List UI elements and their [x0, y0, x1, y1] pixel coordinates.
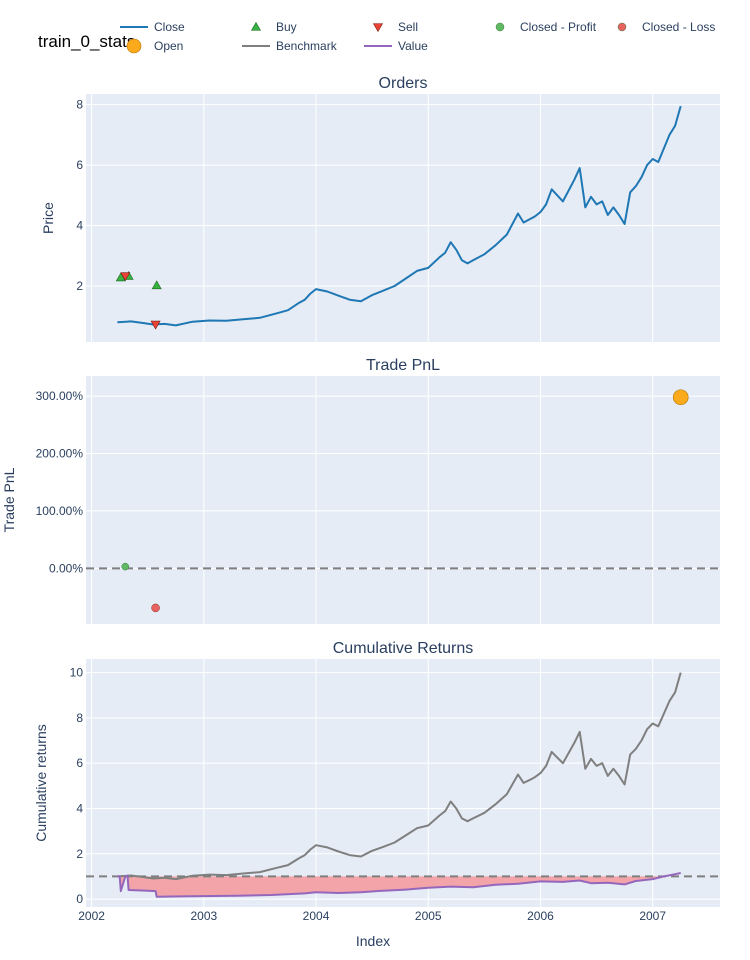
plot-area-cumulative-returns [86, 659, 720, 907]
close-line [117, 105, 682, 327]
panel-cumulative-returns: 0 2 4 6 8 10 Cumulative Returns Cumulative retu… [33, 640, 720, 949]
subplots: 2 4 6 8 Orders Price 0.00% 100.00% 200.00% 300.00… [1, 75, 720, 949]
open-marker [672, 389, 689, 406]
legend-label-buy: Buy [276, 20, 297, 34]
sell-marker [120, 272, 131, 282]
x-tick-label: 2006 [527, 909, 554, 923]
plot-marks-cumulative-returns [86, 672, 720, 898]
legend-item-open[interactable]: Open [126, 38, 183, 54]
y-tick-label: 8 [76, 98, 83, 112]
plot-area-orders [86, 94, 720, 342]
benchmark-line [117, 672, 682, 881]
legend[interactable]: Close Buy Sell Closed - Profit Closed - Loss… [120, 20, 715, 54]
y-tick-label: 10 [70, 666, 84, 680]
legend-label-close: Close [154, 20, 185, 34]
subplot-title-trade-pnl: Trade PnL [366, 357, 440, 374]
legend-label-sell: Sell [398, 20, 418, 34]
y-tick-label: 0.00% [49, 561, 83, 575]
closed-loss-marker [151, 603, 160, 613]
y-tick-label: 6 [76, 756, 83, 770]
legend-item-close[interactable]: Close [120, 20, 185, 34]
legend-item-buy[interactable]: Buy [250, 20, 297, 34]
legend-swatch-open [126, 38, 142, 54]
legend-label-value: Value [398, 39, 428, 53]
figure-title: train_0_stats [38, 32, 135, 51]
drawdown-fill [117, 876, 681, 897]
legend-label-benchmark: Benchmark [276, 39, 338, 53]
legend-item-closed_profit[interactable]: Closed - Profit [495, 20, 597, 34]
x-tick-label: 2007 [639, 909, 666, 923]
plot-marks-trade-pnl [86, 389, 720, 613]
panel-trade-pnl: 0.00% 100.00% 200.00% 300.00% Trade PnL Trade… [1, 357, 720, 624]
x-axis-title: Index [356, 933, 390, 949]
closed-profit-marker [121, 562, 130, 571]
y-tick-label: 2 [76, 279, 83, 293]
legend-swatch-closed_profit [495, 22, 505, 32]
plot-marks-orders [115, 105, 682, 330]
x-tick-label: 2002 [78, 909, 105, 923]
buy-marker [151, 280, 162, 290]
value-line [117, 872, 681, 898]
y-tick-label: 4 [76, 801, 83, 815]
y-axis-title-orders: Price [40, 202, 56, 234]
subplot-title-cumulative-returns: Cumulative Returns [333, 640, 474, 657]
plot-area-trade-pnl [86, 376, 720, 624]
legend-swatch-closed_loss [617, 22, 627, 32]
legend-label-closed_profit: Closed - Profit [520, 20, 597, 34]
y-axis-title-cumulative-returns: Cumulative returns [33, 724, 49, 842]
y-tick-label: 8 [76, 711, 83, 725]
panel-orders: 2 4 6 8 Orders Price [40, 75, 720, 342]
y-tick-label: 6 [76, 158, 83, 172]
y-tick-label: 4 [76, 219, 83, 233]
subplot-title-orders: Orders [379, 75, 428, 92]
y-tick-label: 300.00% [36, 389, 84, 403]
legend-label-open: Open [154, 39, 183, 53]
legend-item-closed_loss[interactable]: Closed - Loss [617, 20, 715, 34]
y-axis-title-trade-pnl: Trade PnL [1, 467, 17, 532]
y-tick-label: 200.00% [36, 447, 84, 461]
x-tick-label: 2005 [415, 909, 442, 923]
legend-item-sell[interactable]: Sell [372, 20, 419, 34]
x-tick-label: 2004 [303, 909, 330, 923]
sell-marker [150, 320, 161, 330]
legend-swatch-buy [250, 21, 262, 31]
x-tick-label: 2003 [190, 909, 217, 923]
legend-swatch-sell [372, 23, 384, 33]
y-tick-label: 100.00% [36, 504, 84, 518]
legend-item-benchmark[interactable]: Benchmark [242, 39, 338, 53]
legend-label-closed_loss: Closed - Loss [642, 20, 715, 34]
y-tick-label: 0 [76, 892, 83, 906]
y-tick-label: 2 [76, 847, 83, 861]
legend-item-value[interactable]: Value [364, 39, 428, 53]
